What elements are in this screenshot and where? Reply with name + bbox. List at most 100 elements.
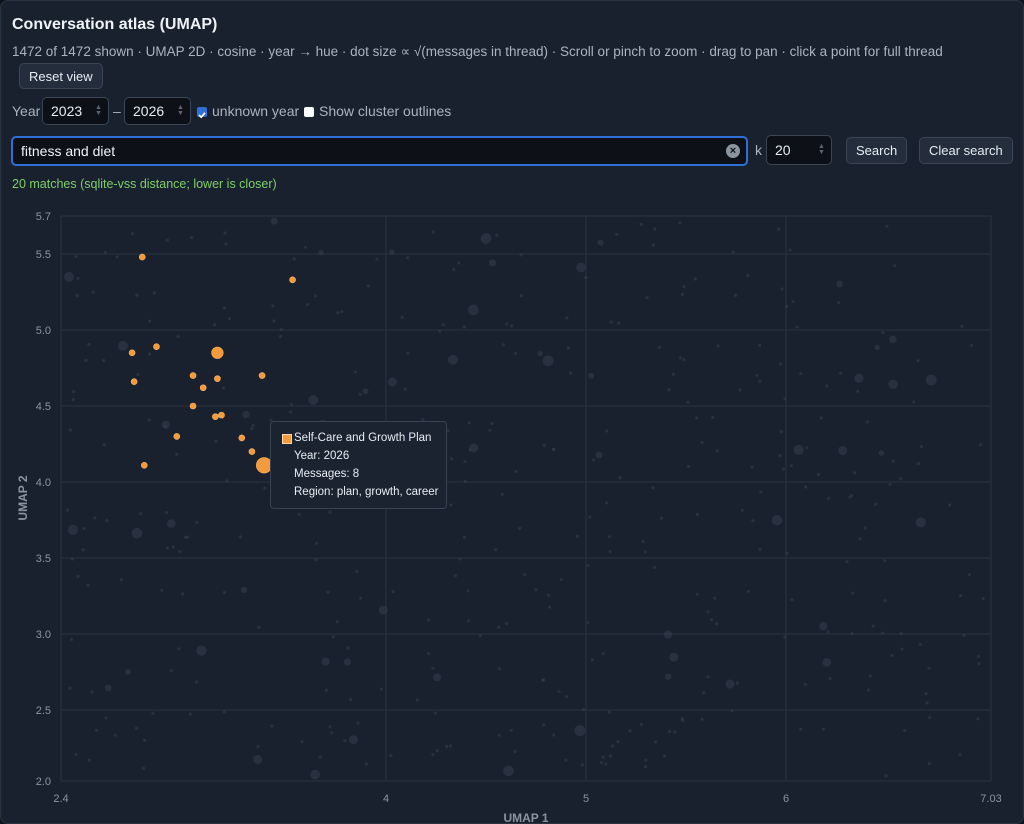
background-point	[494, 548, 498, 552]
background-point	[662, 754, 666, 758]
background-point	[160, 588, 164, 592]
search-input[interactable]: fitness and diet ×	[11, 136, 748, 166]
background-point	[509, 728, 513, 732]
background-point	[445, 744, 449, 749]
background-point	[81, 548, 85, 552]
background-point	[710, 618, 714, 622]
match-point[interactable]	[189, 402, 197, 410]
background-point	[746, 273, 750, 277]
clear-input-icon[interactable]: ×	[726, 144, 740, 158]
background-point	[466, 619, 471, 623]
y-tick-label: 5.0	[36, 325, 51, 337]
background-point	[135, 293, 139, 297]
reset-view-button[interactable]: Reset view	[19, 63, 103, 89]
background-point	[825, 384, 829, 388]
background-point	[177, 647, 181, 651]
background-point	[836, 280, 843, 288]
background-point	[597, 239, 604, 246]
background-point	[671, 372, 675, 376]
spinner-icon[interactable]: ▲ ▼	[95, 104, 102, 117]
background-point	[136, 372, 140, 377]
background-point	[227, 317, 232, 321]
background-point	[509, 324, 514, 328]
background-point	[657, 345, 662, 349]
background-point	[63, 271, 75, 282]
spinner-icon[interactable]: ▲ ▼	[177, 104, 184, 117]
background-point	[678, 221, 682, 225]
background-point	[314, 541, 319, 545]
clear-search-button[interactable]: Clear search	[919, 137, 1013, 164]
background-point	[927, 761, 931, 766]
background-point	[335, 620, 339, 624]
background-point	[271, 304, 275, 308]
background-point	[171, 545, 175, 549]
background-point	[165, 238, 170, 242]
background-point	[400, 315, 404, 319]
match-point[interactable]	[128, 349, 136, 357]
background-point	[222, 306, 226, 310]
background-point	[821, 727, 826, 731]
background-point	[152, 291, 156, 295]
match-point[interactable]	[153, 343, 160, 351]
year-to-value: 2026	[133, 103, 165, 119]
background-point	[278, 334, 283, 338]
match-point[interactable]	[211, 346, 224, 359]
background-point	[103, 250, 108, 255]
search-button[interactable]: Search	[846, 137, 908, 164]
background-point	[617, 321, 621, 325]
background-point	[783, 397, 787, 401]
background-point	[779, 430, 783, 434]
spinner-icon[interactable]: ▲ ▼	[818, 143, 825, 156]
match-point[interactable]	[199, 384, 207, 392]
k-input[interactable]: 20 ▲ ▼	[766, 135, 832, 165]
cluster-outlines-checkbox[interactable]	[304, 107, 314, 117]
background-point	[105, 519, 109, 523]
background-point	[185, 535, 190, 539]
k-value: 20	[775, 142, 791, 158]
match-point[interactable]	[214, 375, 221, 382]
background-point	[300, 739, 304, 744]
background-point	[76, 276, 80, 280]
background-point	[387, 377, 397, 387]
background-point	[74, 752, 78, 757]
background-point	[466, 589, 470, 593]
background-point	[659, 516, 664, 520]
background-point	[343, 658, 352, 666]
match-point[interactable]	[138, 253, 146, 261]
background-point	[314, 558, 318, 562]
year-range-dash: –	[113, 103, 121, 119]
match-point[interactable]	[140, 461, 148, 469]
match-point[interactable]	[189, 372, 197, 379]
background-point	[551, 447, 556, 451]
background-point	[851, 591, 855, 595]
background-point	[452, 267, 456, 271]
background-point	[406, 351, 410, 355]
background-point	[448, 744, 453, 748]
background-point	[349, 697, 353, 702]
background-point	[758, 547, 762, 551]
year-from-input[interactable]: 2023 ▲ ▼	[42, 97, 109, 125]
match-points[interactable]	[128, 253, 296, 474]
series-swatch	[282, 434, 292, 444]
background-point	[66, 508, 70, 512]
background-point	[654, 740, 658, 744]
match-point[interactable]	[212, 413, 219, 420]
match-point[interactable]	[218, 411, 225, 419]
background-point	[791, 299, 795, 304]
unknown-year-checkbox[interactable]	[197, 107, 207, 119]
match-point[interactable]	[289, 276, 296, 284]
match-point[interactable]	[130, 378, 138, 385]
x-axis-label: UMAP 1	[503, 811, 548, 824]
match-point[interactable]	[258, 372, 266, 379]
match-point[interactable]	[173, 433, 181, 440]
background-point	[468, 448, 472, 452]
background-point	[346, 646, 350, 650]
background-point	[86, 583, 90, 588]
background-point	[645, 296, 649, 300]
year-to-input[interactable]: 2026 ▲ ▼	[124, 97, 191, 125]
background-point	[431, 666, 435, 670]
match-point[interactable]	[248, 448, 256, 455]
background-point	[644, 758, 648, 762]
match-point[interactable]	[238, 434, 246, 442]
